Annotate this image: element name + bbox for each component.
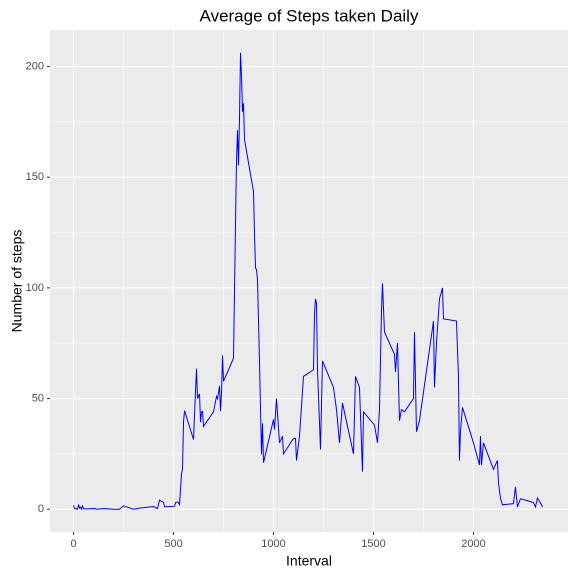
- y-tick-label: 0: [38, 503, 44, 515]
- x-tick-label: 0: [70, 538, 76, 550]
- x-tick-label: 2000: [461, 538, 485, 550]
- y-tick-label: 50: [32, 392, 44, 404]
- y-tick-label: 100: [26, 282, 44, 294]
- y-tick-label: 200: [26, 60, 44, 72]
- chart-title: Average of Steps taken Daily: [200, 6, 419, 25]
- y-axis-title: Number of steps: [9, 230, 25, 333]
- line: [73, 52, 543, 511]
- x-tick-label: 1500: [361, 538, 385, 550]
- x-tick-label: 1000: [261, 538, 285, 550]
- y-tick-label: 150: [26, 171, 44, 183]
- x-axis-title: Interval: [286, 553, 332, 569]
- x-tick-label: 500: [164, 538, 182, 550]
- panel: [50, 30, 568, 532]
